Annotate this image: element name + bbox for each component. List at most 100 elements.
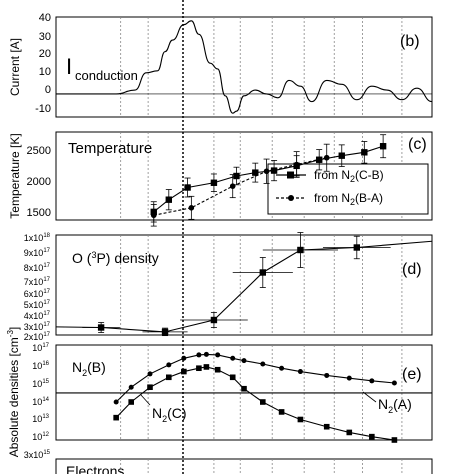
data-point-square — [165, 196, 172, 203]
data-point-square — [338, 152, 345, 159]
y-tick-labels: 2500 2000 1500 — [27, 145, 51, 219]
y-tick-label: 3x1017 — [24, 322, 51, 332]
y-tick-label: 8x1017 — [24, 263, 51, 273]
data-point-square — [210, 316, 218, 324]
data-point-circle — [324, 372, 330, 378]
tick-exponent: 14 — [42, 397, 49, 403]
series — [55, 20, 433, 114]
y-tick-label: 2500 — [27, 145, 51, 157]
annotation-subscript: conduction — [75, 68, 138, 83]
data-point-circle — [203, 351, 209, 357]
tick-exponent: 17 — [43, 263, 50, 269]
data-point-circle — [346, 375, 352, 381]
data-point-square — [361, 149, 368, 156]
annotation-superscript: 3 — [91, 250, 96, 260]
plot-frame — [55, 16, 433, 118]
panel-label: (d) — [402, 261, 422, 278]
tick-mantissa: 6x10 — [24, 289, 44, 299]
panel-f: 3x1015 Electrons — [24, 450, 433, 474]
annotation-text: O ( — [72, 250, 92, 266]
y-tick-labels: 1017 1016 1015 1014 1013 1012 — [32, 343, 49, 442]
tick-exponent: 12 — [42, 432, 49, 438]
data-point-circle — [196, 352, 202, 358]
data-point-circle — [241, 358, 247, 364]
y-tick-label: 0 — [45, 84, 51, 96]
y-tick-label: 1012 — [32, 432, 49, 442]
data-point-square — [229, 374, 236, 381]
panel-e: Absolute densities [cm-3] 1017 1016 1015… — [6, 327, 433, 458]
data-point-square — [97, 324, 105, 331]
y-tick-label: 1015 — [32, 379, 49, 389]
series-label-text: N — [378, 396, 388, 412]
tick-exponent: 17 — [43, 289, 50, 295]
tick-exponent: 15 — [42, 379, 49, 385]
data-point-square — [113, 414, 119, 421]
y-axis-label-tail: ] — [7, 327, 21, 330]
annotation: Electrons — [66, 463, 124, 474]
panel-label: (c) — [408, 136, 427, 153]
data-point-circle — [147, 371, 153, 377]
data-point-circle — [263, 168, 270, 175]
data-point-square — [184, 184, 191, 191]
plot-frame — [55, 131, 433, 221]
y-tick-label: 6x1017 — [24, 289, 51, 299]
annotation: O (3P) density — [72, 250, 159, 266]
data-point-circle — [323, 154, 330, 161]
data-point-square — [252, 169, 259, 176]
data-point-circle — [391, 380, 397, 386]
panel-d: 1x1018 9x1017 8x1017 7x1017 6x1017 5x101… — [24, 232, 433, 342]
y-tick-label: 2x1017 — [24, 332, 51, 342]
tick-base: 10 — [32, 432, 42, 442]
tick-exponent: 18 — [43, 233, 50, 239]
data-point-circle — [369, 378, 375, 384]
y-axis-label: Absolute densities [cm-3] — [6, 327, 21, 458]
data-point-square — [181, 368, 187, 375]
series-label-text: N — [152, 405, 162, 421]
series-label-subscript: 2 — [82, 368, 87, 378]
y-tick-labels: 40 30 20 10 0 -10 — [35, 12, 51, 115]
vertical-gridlines — [120, 17, 403, 117]
data-point-square — [161, 328, 169, 336]
y-tick-label: 1014 — [32, 397, 49, 407]
data-point-square — [203, 364, 210, 370]
data-point-circle — [229, 183, 236, 189]
tick-mantissa: 2x10 — [24, 332, 44, 342]
data-point-circle — [297, 369, 303, 375]
tick-exponent: 17 — [43, 311, 50, 317]
tick-exponent: 15 — [43, 450, 50, 456]
data-point-circle — [113, 399, 119, 405]
y-tick-label: 20 — [39, 48, 51, 60]
data-point-square — [147, 384, 153, 391]
data-point-circle — [166, 362, 172, 368]
current-line — [55, 20, 433, 114]
data-point-circle — [279, 365, 285, 371]
y-axis-label-text: Absolute densities [cm — [7, 337, 21, 457]
legend-label-tail: (C-B) — [355, 168, 384, 182]
series-label-n2b: N2(B) — [72, 359, 106, 378]
tick-exponent: 13 — [42, 414, 49, 420]
data-point-square — [241, 385, 247, 392]
data-point-square — [379, 143, 387, 150]
series-line — [115, 366, 395, 441]
legend-subscript: 2 — [350, 174, 355, 184]
y-tick-label: 10 — [39, 66, 51, 78]
data-point-circle — [150, 212, 157, 219]
y-tick-label: 5x1017 — [24, 300, 51, 310]
series-label-n2a: N2(A) — [378, 396, 412, 415]
y-tick-label: 4x1017 — [24, 311, 51, 321]
data-point-square — [391, 437, 398, 443]
series-label-tail: (A) — [393, 396, 412, 412]
tick-exponent: 17 — [43, 322, 50, 328]
data-point-square — [346, 429, 353, 436]
data-point-circle — [181, 355, 187, 361]
vertical-gridlines — [120, 459, 403, 474]
series-label-subscript: 2 — [162, 414, 167, 424]
data-point-square — [260, 399, 266, 405]
annotation-tail: P) density — [96, 250, 158, 266]
plot-frame — [55, 234, 433, 336]
data-point-square — [369, 433, 375, 440]
tick-base: 10 — [32, 414, 42, 424]
y-tick-label: 1x1018 — [24, 233, 51, 243]
series-label-n2c: N2(C) — [152, 405, 187, 424]
